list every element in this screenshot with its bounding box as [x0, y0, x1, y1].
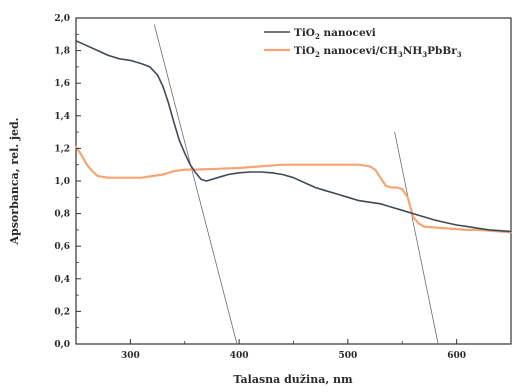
y-tick-label: 2,0: [54, 14, 70, 24]
legend-subscript: 2: [315, 50, 320, 59]
y-tick-label: 1,6: [54, 79, 70, 89]
x-tick-label: 600: [447, 351, 466, 361]
legend-text-part: TiO: [294, 27, 315, 39]
x-tick-label: 400: [230, 351, 249, 361]
legend-subscript: 3: [398, 50, 403, 59]
y-tick-label: 0,2: [54, 307, 70, 317]
series-line-tio2-perovskite: [74, 145, 513, 234]
legend-text-part: nanocevi: [320, 27, 376, 39]
legend-subscript: 2: [315, 32, 320, 41]
y-tick-label: 0,4: [54, 275, 70, 285]
y-tick-label: 0,8: [54, 210, 70, 220]
tangent-lines: [153, 24, 439, 345]
y-tick-label: 1,8: [54, 47, 70, 57]
legend-text-part: NH: [403, 45, 423, 57]
legend-text-part: nanocevi/CH: [320, 45, 398, 57]
y-tick-label: 0,0: [54, 340, 70, 350]
y-tick-label: 1,0: [54, 177, 70, 187]
y-tick-label: 1,2: [54, 144, 70, 154]
legend-text-part: PbBr: [427, 45, 457, 57]
y-tick-label: 1,4: [54, 112, 70, 122]
series-line-tio2: [75, 39, 512, 233]
tangent-line: [394, 132, 439, 345]
legend-label: TiO2 nanocevi: [294, 27, 376, 41]
x-tick-label: 300: [121, 351, 140, 361]
x-axis-label: Talasna dužina, nm: [233, 373, 353, 386]
x-tick-label: 500: [338, 351, 357, 361]
y-axis: 0,0 0,2 0,4 0,6 0,8 1,0 1,2 1,4 1,6 1,8 2,0: [54, 14, 81, 350]
x-axis: 300 400 500 600: [121, 339, 512, 361]
legend-text-part: TiO: [294, 45, 315, 57]
legend-subscript: 3: [422, 50, 427, 59]
y-axis-label: Apsorbanca, rel. jed.: [8, 118, 21, 246]
legend-subscript: 3: [457, 50, 462, 59]
legend-label: TiO2 nanocevi/CH3NH3PbBr3: [294, 45, 462, 59]
series-layer: [74, 39, 513, 234]
y-tick-label: 0,6: [54, 242, 70, 252]
tangent-line: [153, 24, 238, 345]
plot-frame: [75, 17, 512, 345]
